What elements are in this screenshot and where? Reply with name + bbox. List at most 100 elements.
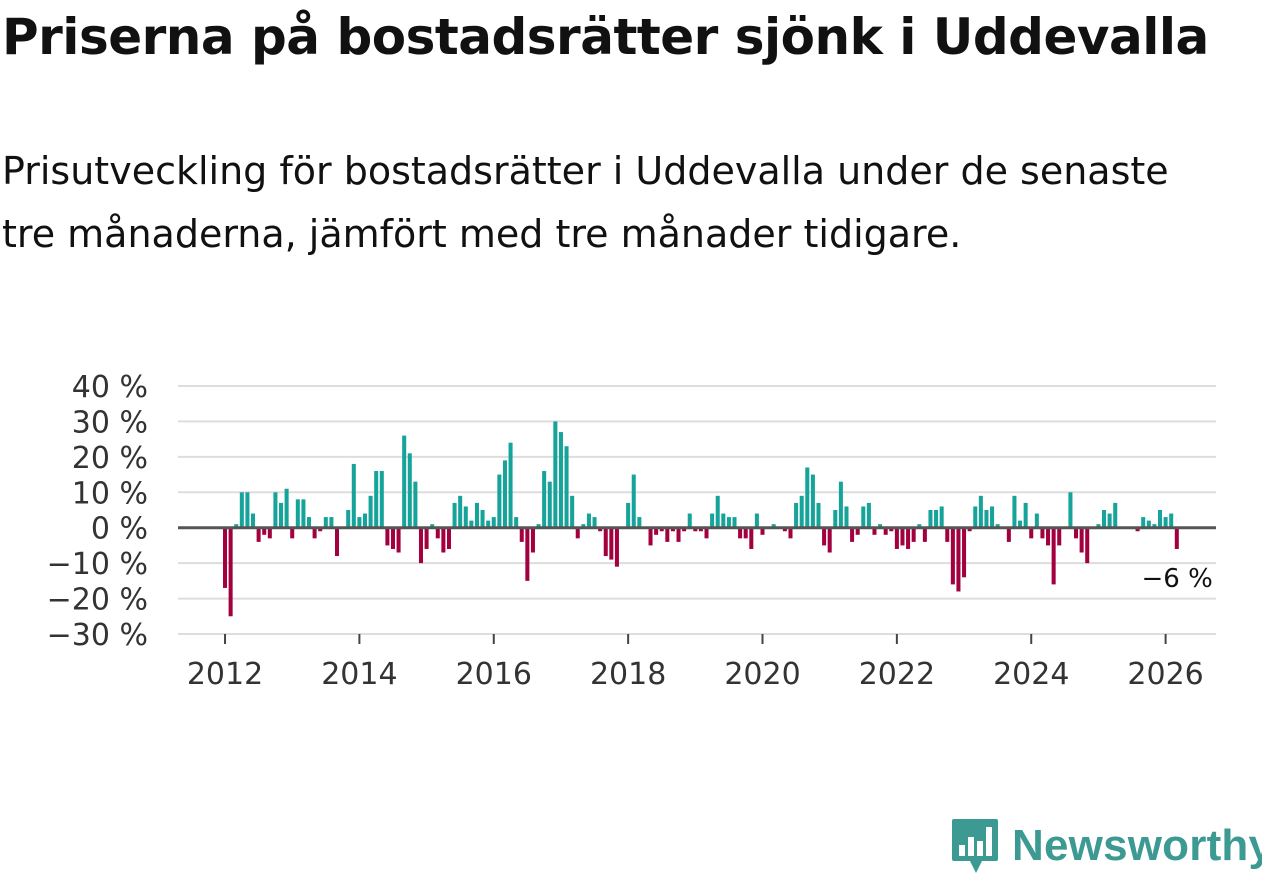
- bar: [435, 527, 440, 539]
- bar: [267, 527, 272, 539]
- bar: [1152, 524, 1157, 528]
- bar: [486, 520, 491, 528]
- bar: [1012, 495, 1017, 528]
- y-axis-ticks: 40 %30 %20 %10 %0 %−10 %−20 %−30 %: [47, 370, 148, 653]
- bar: [1023, 502, 1028, 528]
- bar: [950, 527, 955, 585]
- bar: [446, 527, 451, 549]
- bar: [878, 524, 883, 528]
- bar: [598, 527, 603, 532]
- bars: [223, 421, 1179, 617]
- bar: [547, 481, 552, 528]
- bar: [262, 527, 267, 535]
- bar: [273, 492, 278, 528]
- bar: [385, 527, 390, 546]
- bar: [676, 527, 681, 542]
- bar: [738, 527, 743, 539]
- bar: [525, 527, 530, 581]
- bar: [458, 495, 463, 528]
- bar: [581, 524, 586, 528]
- bar: [665, 527, 670, 542]
- bar: [788, 527, 793, 539]
- bar: [402, 435, 407, 528]
- bar: [418, 527, 423, 564]
- bar: [945, 527, 950, 542]
- bar-chart-speech-bubble-icon: [952, 819, 998, 873]
- bar: [542, 471, 547, 528]
- bar: [1113, 502, 1118, 528]
- bar: [1174, 527, 1179, 549]
- bar: [911, 527, 916, 542]
- bar: [827, 527, 832, 553]
- bar: [346, 510, 351, 528]
- bar: [995, 524, 1000, 528]
- bar: [850, 527, 855, 542]
- bar: [1051, 527, 1056, 585]
- bar: [844, 506, 849, 528]
- bar: [379, 471, 384, 528]
- bar: [323, 517, 328, 528]
- bar: [558, 432, 563, 528]
- bar: [771, 524, 776, 528]
- bar: [603, 527, 608, 557]
- bar: [1029, 527, 1034, 539]
- y-tick-label: 30 %: [72, 405, 148, 440]
- gridlines: [178, 385, 1216, 635]
- latest-value-label: −6 %: [1142, 564, 1213, 594]
- brand-name: Newsworthy: [1012, 821, 1262, 870]
- bar: [928, 510, 933, 528]
- bar: [956, 527, 961, 592]
- bar: [301, 499, 306, 528]
- x-tick-label: 2024: [993, 657, 1069, 692]
- bar: [1040, 527, 1045, 539]
- bar: [710, 513, 715, 528]
- bar: [1057, 527, 1062, 546]
- bar: [570, 495, 575, 528]
- y-tick-label: −30 %: [47, 618, 148, 653]
- bar: [687, 513, 692, 528]
- bar: [463, 506, 468, 528]
- bar: [362, 513, 368, 528]
- bar: [833, 510, 838, 528]
- bar: [631, 474, 636, 528]
- bar: [1096, 524, 1101, 528]
- bar: [917, 524, 922, 528]
- bar: [1079, 527, 1084, 553]
- bar: [592, 517, 597, 528]
- bar: [822, 527, 827, 546]
- bar: [967, 527, 972, 532]
- bar: [1074, 527, 1079, 539]
- bar: [228, 527, 233, 617]
- bar: [805, 467, 810, 528]
- bar: [519, 527, 524, 542]
- bar: [407, 453, 412, 528]
- bar: [654, 527, 659, 535]
- bar: [424, 527, 429, 549]
- bar: [721, 513, 726, 528]
- bar: [413, 481, 418, 528]
- bar: [396, 527, 401, 553]
- x-tick-label: 2014: [321, 657, 397, 692]
- bar: [1006, 527, 1011, 542]
- x-tick-label: 2020: [724, 657, 800, 692]
- bar: [279, 502, 284, 528]
- bar: [1018, 520, 1023, 528]
- bar: [1102, 510, 1107, 528]
- x-tick-label: 2018: [590, 657, 666, 692]
- bar: [295, 499, 300, 528]
- bar: [318, 527, 323, 532]
- bar: [659, 527, 664, 532]
- x-tick-label: 2026: [1127, 657, 1203, 692]
- bar: [609, 527, 614, 560]
- bar: [900, 527, 905, 546]
- bar: [1169, 513, 1174, 528]
- bar: [866, 502, 871, 528]
- bar: [934, 510, 939, 528]
- bar: [984, 510, 989, 528]
- bar: [1034, 513, 1039, 528]
- bar: [586, 513, 591, 528]
- bar: [239, 492, 244, 528]
- bar: [754, 513, 759, 528]
- bar: [1085, 527, 1090, 564]
- bar: [368, 495, 373, 528]
